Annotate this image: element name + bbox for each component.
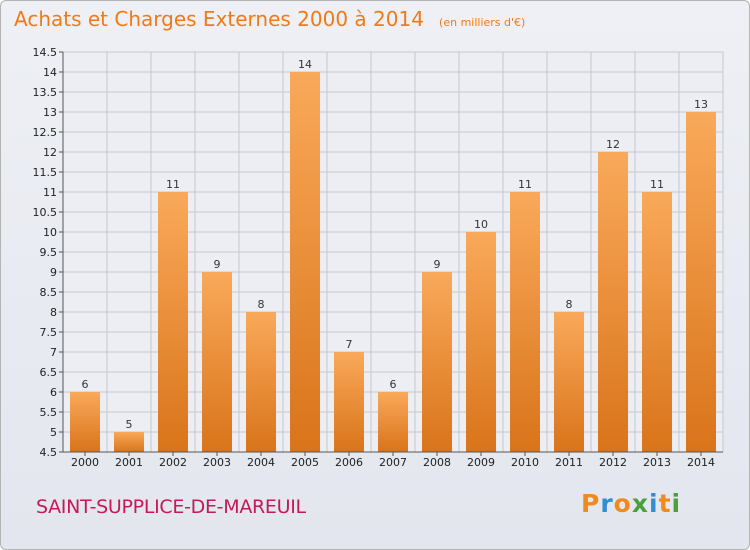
y-tick-label: 9.5 [40,246,58,259]
y-tick-label: 12.5 [33,126,58,139]
bar [466,232,496,452]
y-tick-label: 6 [50,386,57,399]
x-tick-label: 2013 [643,456,671,469]
bar [642,192,672,452]
y-tick-label: 4.5 [40,446,58,459]
bar [554,312,584,452]
data-label: 13 [694,98,708,111]
y-tick-label: 8 [50,306,57,319]
bar [290,72,320,452]
data-label: 6 [390,378,397,391]
brand-letter: i [671,489,682,518]
x-tick-label: 2007 [379,456,407,469]
data-label: 8 [258,298,265,311]
title-row: Achats et Charges Externes 2000 à 2014 (… [14,7,525,31]
data-label: 9 [214,258,221,271]
data-label: 14 [298,58,312,71]
y-tick-label: 14.5 [33,46,58,59]
brand-letter: t [658,489,672,518]
brand-letter: i [649,489,659,518]
y-tick-label: 14 [43,66,57,79]
bar [422,272,452,452]
y-tick-label: 8.5 [40,286,58,299]
bar [686,112,716,452]
x-tick-label: 2014 [687,456,715,469]
data-label: 11 [650,178,664,191]
y-tick-label: 9 [50,266,57,279]
data-label: 6 [82,378,89,391]
y-tick-label: 11.5 [33,166,58,179]
x-tick-label: 2008 [423,456,451,469]
x-tick-label: 2011 [555,456,583,469]
brand-logo: Proxiti [581,489,681,518]
y-tick-label: 11 [43,186,57,199]
y-tick-label: 12 [43,146,57,159]
brand-letter: r [600,489,614,518]
bar [378,392,408,452]
bar [70,392,100,452]
brand-letter: o [613,489,632,518]
data-label: 11 [166,178,180,191]
data-label: 5 [126,418,133,431]
data-label: 9 [434,258,441,271]
y-tick-label: 10 [43,226,57,239]
x-tick-label: 2004 [247,456,275,469]
bar [510,192,540,452]
x-tick-label: 2009 [467,456,495,469]
x-tick-label: 2006 [335,456,363,469]
y-tick-label: 10.5 [33,206,58,219]
axis-layer: 4.5 5 5.5 6 6.5 7 7.5 8 8.5 9 9.5 10 10.5 11 11.5 12 12.… [33,46,723,469]
bar [246,312,276,452]
x-tick-label: 2001 [115,456,143,469]
data-label: 10 [474,218,488,231]
y-tick-label: 13.5 [33,86,58,99]
y-tick-label: 13 [43,106,57,119]
chart-subtitle: (en milliers d'€) [439,16,526,29]
data-label: 12 [606,138,620,151]
x-tick-label: 2003 [203,456,231,469]
y-tick-label: 7.5 [40,326,58,339]
x-tick-label: 2000 [71,456,99,469]
bar-layer: 6 5 11 9 8 14 7 6 9 10 11 8 12 11 13 [70,58,716,452]
chart-title: Achats et Charges Externes 2000 à 2014 [14,7,424,31]
commune-name: SAINT-SUPPLICE-DE-MAREUIL [36,496,306,518]
bar [334,352,364,452]
y-tick-label: 5.5 [40,406,58,419]
x-tick-label: 2005 [291,456,319,469]
x-tick-label: 2002 [159,456,187,469]
y-tick-label: 7 [50,346,57,359]
data-label: 7 [346,338,353,351]
bar [114,432,144,452]
brand-letter: P [581,489,601,518]
bar [202,272,232,452]
x-tick-label: 2010 [511,456,539,469]
x-tick-label: 2012 [599,456,627,469]
y-tick-label: 6.5 [40,366,58,379]
brand-letter: x [631,489,649,518]
y-tick-label: 5 [50,426,57,439]
bar [158,192,188,452]
data-label: 11 [518,178,532,191]
bar [598,152,628,452]
data-label: 8 [566,298,573,311]
